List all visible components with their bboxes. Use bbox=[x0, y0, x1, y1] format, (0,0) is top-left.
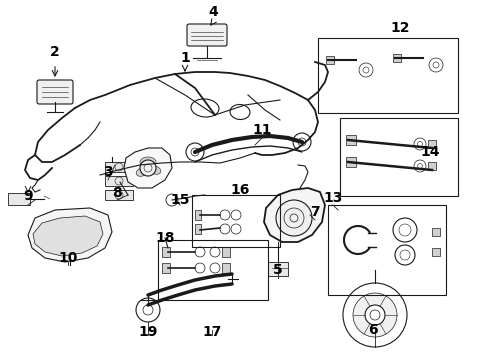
Text: 16: 16 bbox=[230, 183, 250, 197]
Circle shape bbox=[136, 298, 160, 322]
Text: 6: 6 bbox=[368, 323, 378, 337]
Bar bbox=[326, 56, 334, 64]
Text: 3: 3 bbox=[103, 165, 113, 179]
Circle shape bbox=[140, 160, 156, 176]
Text: 11: 11 bbox=[252, 123, 272, 137]
Text: 10: 10 bbox=[58, 251, 78, 265]
Circle shape bbox=[276, 200, 312, 236]
Circle shape bbox=[343, 283, 407, 347]
Polygon shape bbox=[28, 208, 112, 262]
Polygon shape bbox=[33, 216, 103, 256]
Text: 8: 8 bbox=[112, 186, 122, 200]
Bar bbox=[328, 205, 446, 295]
Bar bbox=[105, 190, 133, 200]
Text: 1: 1 bbox=[180, 51, 190, 65]
Text: 13: 13 bbox=[323, 191, 343, 205]
Text: 17: 17 bbox=[202, 325, 221, 339]
Text: 18: 18 bbox=[155, 231, 175, 245]
Bar bbox=[428, 140, 436, 148]
Text: 4: 4 bbox=[208, 5, 218, 19]
Bar bbox=[8, 193, 30, 205]
Ellipse shape bbox=[149, 166, 161, 174]
FancyBboxPatch shape bbox=[37, 80, 73, 104]
Polygon shape bbox=[264, 188, 325, 242]
Bar bbox=[222, 247, 230, 257]
Text: 7: 7 bbox=[310, 205, 320, 219]
Text: 15: 15 bbox=[170, 193, 190, 207]
Circle shape bbox=[166, 194, 178, 206]
FancyBboxPatch shape bbox=[187, 24, 227, 46]
Text: 19: 19 bbox=[138, 325, 158, 339]
Bar bbox=[105, 176, 133, 186]
Bar bbox=[105, 162, 133, 172]
Ellipse shape bbox=[140, 157, 156, 167]
Circle shape bbox=[293, 133, 311, 151]
Bar bbox=[158, 240, 268, 300]
Bar bbox=[428, 162, 436, 170]
Bar bbox=[195, 210, 201, 220]
Bar bbox=[318, 38, 458, 113]
Ellipse shape bbox=[136, 168, 148, 176]
Bar bbox=[268, 262, 288, 276]
Bar bbox=[346, 157, 356, 167]
Circle shape bbox=[365, 305, 385, 325]
Bar bbox=[162, 263, 170, 273]
Circle shape bbox=[186, 143, 204, 161]
Bar bbox=[192, 195, 280, 247]
Bar bbox=[432, 248, 440, 256]
Bar bbox=[393, 54, 401, 62]
Text: 12: 12 bbox=[390, 21, 410, 35]
Polygon shape bbox=[124, 148, 172, 188]
Bar bbox=[195, 224, 201, 234]
Bar bbox=[222, 263, 230, 273]
Bar bbox=[432, 228, 440, 236]
Text: 5: 5 bbox=[273, 263, 283, 277]
Circle shape bbox=[353, 293, 397, 337]
Text: 9: 9 bbox=[23, 189, 33, 203]
Bar bbox=[346, 135, 356, 145]
Text: 2: 2 bbox=[50, 45, 60, 59]
Text: 14: 14 bbox=[420, 145, 440, 159]
Bar bbox=[340, 118, 458, 196]
Bar bbox=[162, 247, 170, 257]
